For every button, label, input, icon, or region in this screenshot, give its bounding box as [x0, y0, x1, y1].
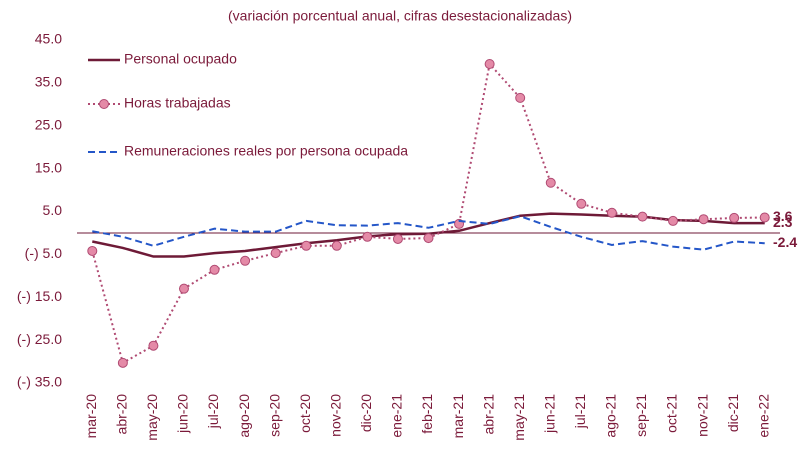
- series-line: [92, 215, 765, 251]
- series-marker: [729, 212, 740, 223]
- end-label: 2.3: [773, 214, 793, 230]
- x-tick-label: may-21: [511, 394, 527, 441]
- series-marker: [301, 240, 312, 251]
- series-marker: [178, 283, 189, 294]
- series-marker: [576, 198, 587, 209]
- x-tick-label: may-20: [144, 394, 160, 441]
- series-marker: [362, 231, 373, 242]
- x-tick-label: ene-22: [755, 394, 771, 438]
- series-marker: [240, 255, 251, 266]
- series-marker: [759, 212, 770, 223]
- series-marker: [668, 215, 679, 226]
- end-label: 3.6: [773, 208, 793, 224]
- x-tick-label: abr-20: [114, 394, 130, 435]
- series-marker: [148, 340, 159, 351]
- x-tick-label: jul-20: [205, 394, 221, 429]
- series-marker: [117, 357, 128, 368]
- y-tick-label: (-) 35.0: [17, 374, 62, 390]
- series-marker: [392, 233, 403, 244]
- series-marker: [545, 177, 556, 188]
- y-tick-label: (-) 5.0: [25, 245, 63, 261]
- series-marker: [331, 240, 342, 251]
- x-tick-label: dic-21: [725, 394, 741, 432]
- y-tick-label: 25.0: [35, 116, 62, 132]
- x-tick-label: mar-21: [450, 394, 466, 439]
- series-marker: [484, 59, 495, 70]
- x-tick-label: sep-21: [633, 394, 649, 437]
- x-tick-label: oct-21: [664, 394, 680, 433]
- series-marker: [209, 264, 220, 275]
- legend-label: Remuneraciones reales por persona ocupad…: [124, 143, 408, 159]
- x-tick-label: ene-21: [389, 394, 405, 438]
- legend-label: Horas trabajadas: [124, 95, 231, 111]
- y-tick-label: 35.0: [35, 74, 62, 90]
- y-tick-label: (-) 25.0: [17, 331, 62, 347]
- series-marker: [515, 92, 526, 103]
- x-tick-label: jul-21: [572, 394, 588, 429]
- x-tick-label: ago-21: [603, 394, 619, 438]
- x-tick-label: abr-21: [480, 394, 496, 435]
- chart-title: (variación porcentual anual, cifras dese…: [228, 8, 572, 24]
- x-tick-label: feb-21: [419, 394, 435, 434]
- series-marker: [87, 245, 98, 256]
- x-tick-label: mar-20: [83, 394, 99, 439]
- x-tick-label: nov-20: [328, 394, 344, 437]
- series-marker: [423, 233, 434, 244]
- x-tick-label: jun-20: [175, 394, 191, 434]
- series-marker: [698, 214, 709, 225]
- x-tick-label: oct-20: [297, 394, 313, 433]
- legend-marker: [99, 99, 109, 109]
- x-tick-label: sep-20: [266, 394, 282, 437]
- x-tick-label: nov-21: [694, 394, 710, 437]
- x-tick-label: jun-21: [541, 394, 557, 434]
- series-marker: [270, 248, 281, 259]
- y-tick-label: (-) 15.0: [17, 288, 62, 304]
- end-label: -2.4: [773, 234, 797, 250]
- x-tick-label: ago-20: [236, 394, 252, 438]
- y-tick-label: 5.0: [43, 202, 63, 218]
- y-tick-label: 45.0: [35, 31, 62, 47]
- series-marker: [606, 207, 617, 218]
- series-marker: [637, 211, 648, 222]
- x-tick-label: dic-20: [358, 394, 374, 432]
- y-tick-label: 15.0: [35, 159, 62, 175]
- legend-label: Personal ocupado: [124, 51, 237, 67]
